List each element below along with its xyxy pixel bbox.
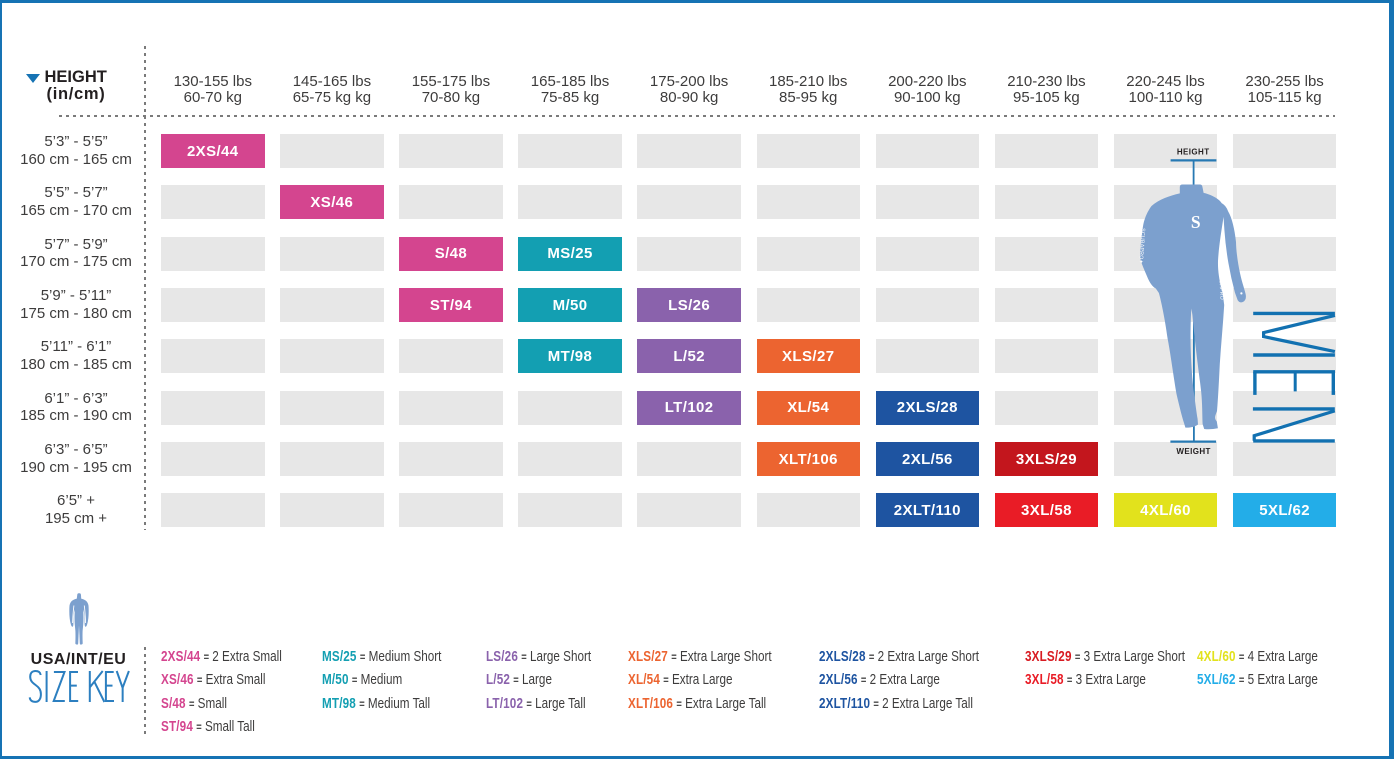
svg-text:SCUBAPRO✦: SCUBAPRO✦ xyxy=(1137,228,1146,265)
svg-text:✦SCUBAPRO: ✦SCUBAPRO xyxy=(1217,264,1225,300)
svg-text:S: S xyxy=(1191,212,1201,232)
svg-text:WEIGHT: WEIGHT xyxy=(1176,447,1210,456)
svg-text:HEIGHT: HEIGHT xyxy=(1177,147,1210,156)
